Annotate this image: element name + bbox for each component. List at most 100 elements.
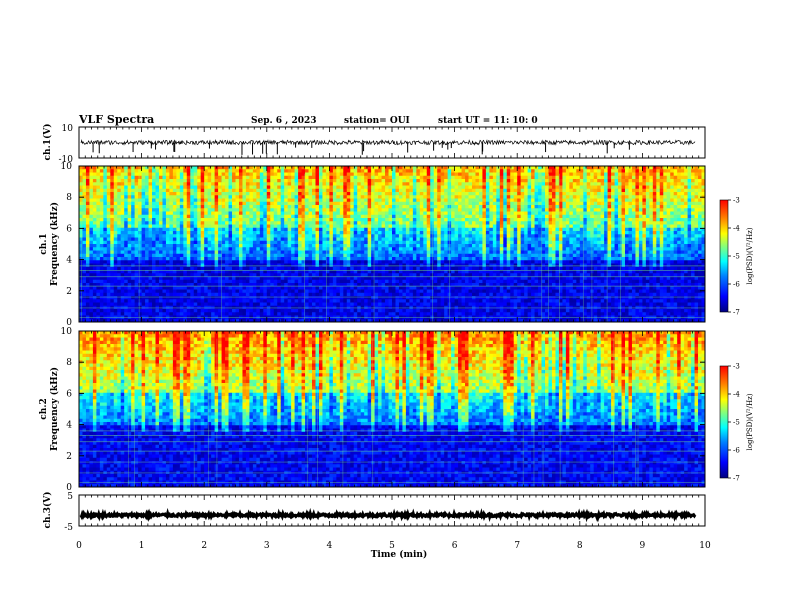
ch1-spectrogram-cell [103,237,108,242]
ch1-spectrogram-cell [89,263,94,268]
ch1-spectrogram-cell [273,234,278,238]
ch1-spectrogram-cell [148,312,153,316]
ch1-spectrogram-cell [183,214,188,219]
ch1-spectrogram-cell [374,201,379,206]
ch1-spectrogram-cell [162,276,167,281]
ch1-spectrogram-cell [110,182,115,186]
ch1-spectrogram-cell [322,231,327,235]
ch1-spectrogram-cell [357,318,362,323]
ch1-spectrogram-cell [106,188,111,193]
ch1-spectrogram-cell [266,234,271,238]
ch1-spectrogram-cell [426,270,431,274]
ch1-spectrogram-cell [131,179,136,183]
ch1-spectrogram-cell [99,318,104,323]
ch1-spectrogram-cell [364,257,369,261]
ch1-spectrogram-cell [89,201,94,206]
ch1-spectrogram-cell [145,302,149,307]
ch1-spectrogram-cell [398,201,403,206]
ch1-spectrogram-cell [263,296,268,300]
ch1-spectrogram-cell [197,309,202,313]
ch1-spectrogram-cell [176,244,181,248]
ch1-spectrogram-cell [329,188,334,193]
ch1-spectrogram-cell [141,283,146,287]
ch1-spectrogram-cell [329,198,334,203]
ch1-spectrogram-cell [315,273,320,277]
ch1-spectrogram-cell [402,263,407,268]
ch1-spectrogram-cell [155,266,160,271]
ch1-spectrogram-cell [183,299,188,303]
ch1-spectrogram-cell [322,250,327,255]
ch1-spectrogram-cell [228,175,233,180]
ch1-spectrogram-cell [284,253,289,258]
ch1-spectrogram-cell [99,309,104,313]
ch1-spectrogram-cell [225,292,229,297]
ch1-spectrogram-cell [141,172,146,177]
ch1-spectrogram-cell [350,299,355,303]
ch1-spectrogram-cell [280,286,285,290]
ch1-spectrogram-cell [207,182,212,186]
ch1-spectrogram-cell [308,253,313,258]
ch1-spectrogram-cell [165,198,170,203]
ch1-spectrogram-cell [360,260,365,264]
ch1-spectrogram-cell [141,227,146,232]
ch1-spectrogram-cell [423,166,428,170]
ch1-spectrogram-cell [252,318,257,323]
ch1-spectrogram-cell [110,289,115,294]
ch1-spectrogram-cell [235,208,240,212]
ch1-spectrogram-cell [218,247,222,251]
ch1-spectrogram-cell [402,182,407,186]
ch1-spectrogram-cell [395,289,400,294]
ch1-spectrogram-cell [141,260,146,264]
ch1-spectrogram-cell [138,192,142,196]
ch1-spectrogram-cell [318,292,323,297]
ch1-spectrogram-cell [82,182,87,186]
ch1-spectrogram-cell [315,175,320,180]
ch1-spectrogram-cell [162,188,167,193]
ch1-spectrogram-cell [430,273,435,277]
ch1-spectrogram-cell [138,257,142,261]
ch1-spectrogram-cell [291,244,296,248]
ch1-spectrogram-cell [339,257,344,261]
ch1-spectrogram-cell [343,195,348,199]
ch1-spectrogram-cell [266,276,271,281]
ch1-spectrogram-cell [113,218,118,222]
ch1-spectrogram-cell [200,276,205,281]
ch1-spectrogram-cell [124,234,129,238]
ch1-spectrogram-cell [305,257,309,261]
ch1-spectrogram-cell [141,257,146,261]
ch1-spectrogram-cell [179,195,184,199]
ch1-spectrogram-cell [301,247,306,251]
ch1-spectrogram-cell [412,169,417,173]
ch1-spectrogram-cell [367,250,372,255]
ch1-spectrogram-cell [162,175,167,180]
ch1-spectrogram-cell [82,276,87,281]
ch1-spectrogram-cell [398,198,403,203]
ch1-spectrogram-cell [245,299,250,303]
ch1-spectrogram-cell [259,166,264,170]
ch1-spectrogram-cell [381,273,386,277]
ch1-spectrogram-cell [398,292,403,297]
ch1-spectrogram-cell [339,283,344,287]
ch1-spectrogram-cell [120,192,125,196]
ch1-spectrogram-cell [245,227,250,232]
ch1-spectrogram-cell [287,169,292,173]
ch1-spectrogram-cell [332,286,337,290]
ch1-spectrogram-cell [141,169,146,173]
ch1-spectrogram-cell [294,221,299,225]
ch1-spectrogram-cell [127,175,132,180]
ch1-spectrogram-cell [398,253,403,258]
ch1-spectrogram-cell [353,182,358,186]
ch1-spectrogram-cell [249,198,254,203]
ch1-spectrogram-cell [113,240,118,245]
ch1-spectrogram-cell [259,299,264,303]
ch1-spectrogram-cell [437,179,442,183]
ch1-spectrogram-cell [169,296,174,300]
ch1-spectrogram-cell [131,279,136,284]
ch1-spectrogram-cell [218,273,222,277]
ch1-spectrogram-cell [145,179,149,183]
ch1-spectrogram-cell [176,195,181,199]
ch1-spectrogram-cell [385,253,389,258]
ch1-spectrogram-cell [277,218,282,222]
ch1-spectrogram-cell [357,214,362,219]
ch1-spectrogram-cell [169,286,174,290]
